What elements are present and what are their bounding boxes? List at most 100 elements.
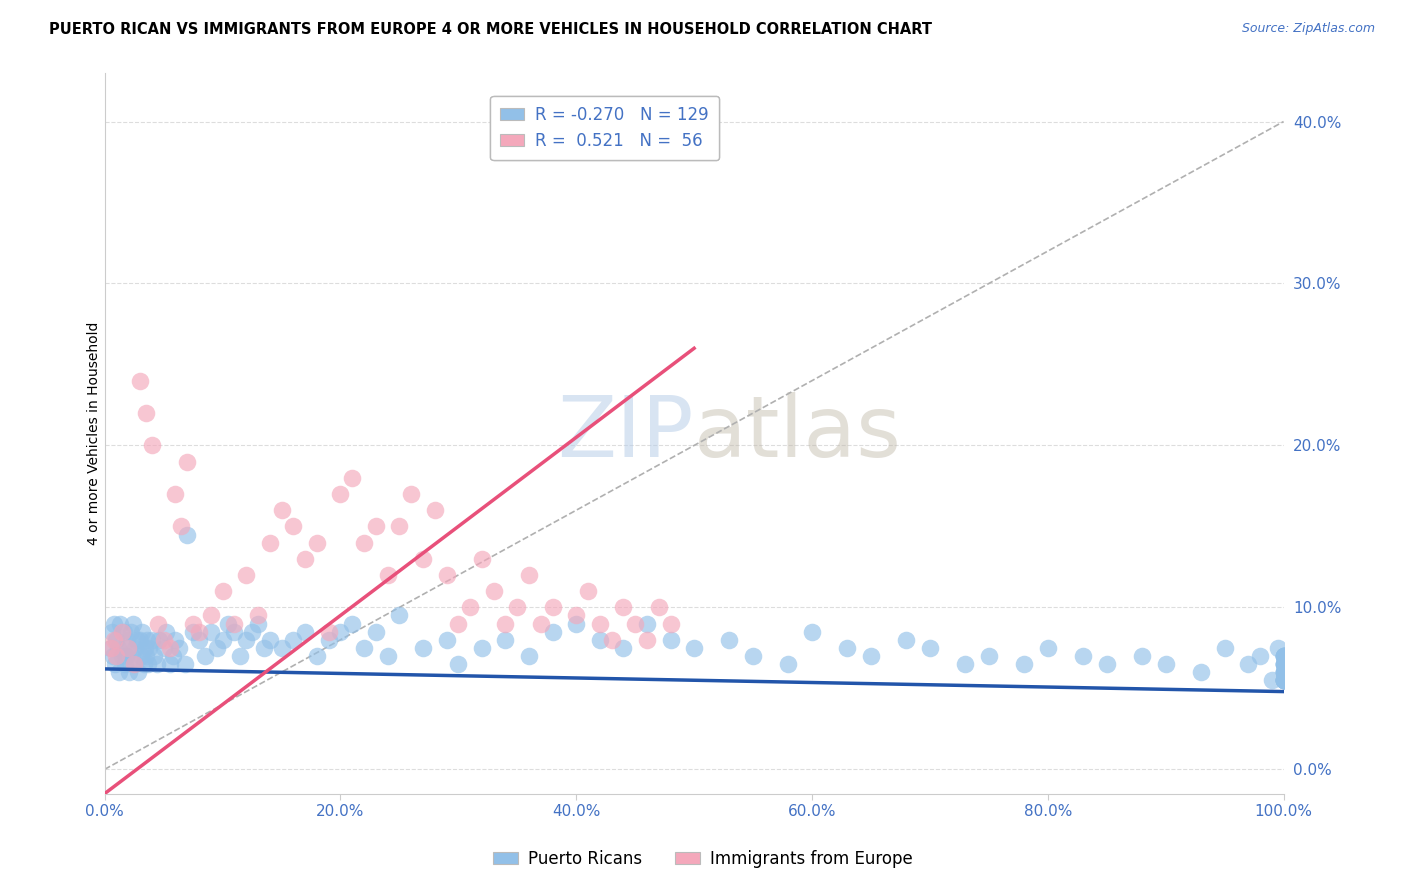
- Point: [194, 648, 217, 663]
- Point: [1012, 657, 1035, 671]
- Point: [1272, 673, 1295, 688]
- Point: [1272, 648, 1295, 663]
- Point: [1272, 648, 1295, 663]
- Point: [246, 608, 269, 623]
- Point: [155, 624, 177, 639]
- Point: [1272, 665, 1295, 680]
- Point: [1237, 657, 1260, 671]
- Point: [294, 551, 316, 566]
- Point: [111, 648, 134, 663]
- Point: [211, 584, 233, 599]
- Point: [1272, 673, 1295, 688]
- Point: [1272, 657, 1295, 671]
- Point: [105, 632, 128, 647]
- Point: [612, 640, 634, 655]
- Point: [125, 632, 148, 647]
- Point: [124, 640, 146, 655]
- Point: [305, 535, 328, 549]
- Point: [1272, 665, 1295, 680]
- Point: [1272, 657, 1295, 671]
- Point: [224, 616, 246, 631]
- Point: [801, 624, 824, 639]
- Point: [1036, 640, 1059, 655]
- Point: [600, 632, 623, 647]
- Point: [135, 648, 157, 663]
- Point: [837, 640, 859, 655]
- Point: [211, 632, 233, 647]
- Point: [412, 640, 434, 655]
- Point: [506, 600, 529, 615]
- Point: [136, 632, 159, 647]
- Point: [1272, 665, 1295, 680]
- Point: [108, 665, 131, 680]
- Point: [240, 624, 263, 639]
- Point: [217, 616, 239, 631]
- Point: [205, 640, 228, 655]
- Point: [683, 640, 706, 655]
- Point: [624, 616, 647, 631]
- Point: [129, 374, 152, 388]
- Point: [1272, 673, 1295, 688]
- Point: [101, 648, 124, 663]
- Point: [612, 600, 634, 615]
- Point: [1272, 648, 1295, 663]
- Point: [129, 648, 152, 663]
- Point: [918, 640, 941, 655]
- Point: [176, 527, 198, 541]
- Point: [138, 640, 160, 655]
- Point: [173, 657, 195, 671]
- Point: [111, 624, 134, 639]
- Point: [1272, 673, 1295, 688]
- Point: [107, 640, 129, 655]
- Point: [447, 616, 470, 631]
- Point: [200, 608, 222, 623]
- Point: [143, 648, 166, 663]
- Point: [136, 657, 159, 671]
- Point: [141, 632, 163, 647]
- Point: [718, 632, 741, 647]
- Point: [100, 624, 122, 639]
- Point: [495, 632, 517, 647]
- Point: [270, 503, 292, 517]
- Point: [353, 535, 375, 549]
- Point: [305, 648, 328, 663]
- Point: [152, 632, 174, 647]
- Point: [115, 648, 138, 663]
- Point: [1213, 640, 1236, 655]
- Point: [170, 519, 193, 533]
- Point: [235, 568, 257, 582]
- Point: [1095, 657, 1118, 671]
- Point: [122, 616, 145, 631]
- Point: [1272, 673, 1295, 688]
- Point: [1154, 657, 1177, 671]
- Point: [1272, 657, 1295, 671]
- Point: [423, 503, 446, 517]
- Point: [636, 632, 658, 647]
- Point: [181, 616, 204, 631]
- Point: [103, 632, 125, 647]
- Point: [148, 632, 170, 647]
- Point: [1272, 648, 1295, 663]
- Point: [342, 471, 364, 485]
- Point: [436, 632, 458, 647]
- Point: [955, 657, 977, 671]
- Point: [117, 640, 139, 655]
- Point: [364, 624, 387, 639]
- Point: [648, 600, 671, 615]
- Point: [482, 584, 505, 599]
- Point: [152, 640, 174, 655]
- Point: [120, 624, 142, 639]
- Point: [495, 616, 517, 631]
- Point: [294, 624, 316, 639]
- Point: [530, 616, 553, 631]
- Point: [377, 568, 399, 582]
- Point: [283, 519, 305, 533]
- Point: [253, 640, 276, 655]
- Point: [659, 632, 682, 647]
- Point: [162, 648, 184, 663]
- Point: [229, 648, 252, 663]
- Point: [436, 568, 458, 582]
- Point: [246, 616, 269, 631]
- Point: [283, 632, 305, 647]
- Point: [1267, 640, 1289, 655]
